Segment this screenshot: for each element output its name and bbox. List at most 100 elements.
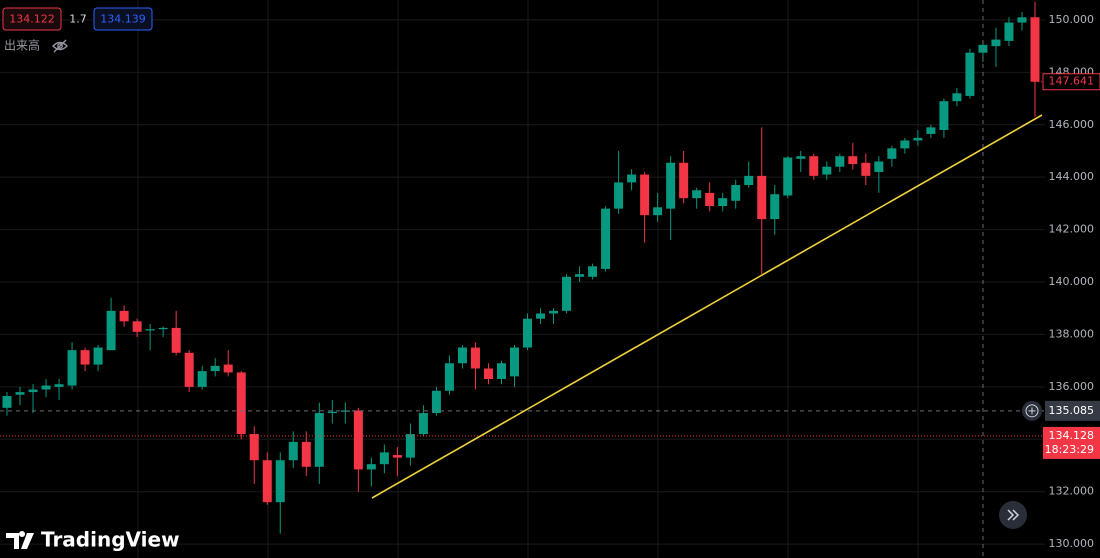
brand: TradingView	[41, 528, 180, 552]
candle-body	[588, 266, 598, 277]
candle-body	[15, 392, 25, 395]
candle-body	[848, 156, 858, 165]
candle-body	[288, 441, 298, 461]
hide-icon[interactable]	[52, 39, 68, 53]
y-tick-label: 140.000	[1049, 275, 1095, 288]
candle-body	[913, 137, 923, 141]
candle-body	[1030, 17, 1040, 82]
candle-body	[562, 276, 572, 311]
candle-body	[601, 208, 611, 269]
candle-body	[223, 364, 233, 373]
buy-box[interactable]	[93, 7, 153, 31]
sell-price: 134.122	[9, 13, 55, 26]
candle-body	[314, 413, 324, 467]
candle-body	[575, 274, 585, 277]
candle-body	[653, 207, 663, 216]
candle-body	[666, 162, 676, 209]
candle-body	[67, 350, 77, 386]
candle-body	[210, 365, 220, 372]
y-tick-label: 136.000	[1049, 380, 1095, 393]
candle-body	[887, 148, 897, 159]
candle-body	[301, 441, 311, 467]
current-price-tag	[1043, 426, 1100, 459]
candle-body	[2, 396, 12, 408]
add-alert-button[interactable]	[1022, 400, 1042, 421]
buy-price: 134.139	[100, 13, 146, 26]
candle-body	[184, 352, 194, 387]
scroll-button[interactable]	[999, 501, 1027, 529]
plot-layer: 130.000132.000134.000136.000138.000140.0…	[0, 1, 1095, 550]
candle-body	[119, 310, 129, 322]
trend-line[interactable]	[371, 114, 1043, 499]
candle-body	[705, 192, 715, 207]
candle-body	[132, 321, 142, 332]
y-tick-label: 132.000	[1049, 485, 1095, 498]
candle-body	[379, 452, 389, 465]
candle-body	[744, 175, 754, 186]
candle-body	[783, 157, 793, 196]
candle-body	[145, 329, 155, 331]
candle-body	[965, 52, 975, 96]
candle-body	[796, 156, 806, 159]
logo[interactable]: TradingView	[6, 528, 180, 552]
candle-body	[197, 371, 207, 387]
crosshair-label: 135.085	[1049, 404, 1095, 417]
candle-body	[80, 350, 90, 365]
sell-box[interactable]	[2, 7, 62, 31]
y-tick-label: 130.000	[1049, 537, 1095, 550]
candle-body	[900, 140, 910, 149]
volume-label: 出来高	[4, 38, 40, 53]
crosshair-tag	[1045, 400, 1100, 421]
candle-body	[327, 411, 337, 414]
y-tick-label: 138.000	[1049, 327, 1095, 340]
countdown: 18:23:29	[1045, 443, 1094, 456]
last-price-tag	[1042, 73, 1100, 91]
candle-body	[54, 384, 64, 387]
candle-body	[483, 368, 493, 379]
candle-body	[731, 185, 741, 201]
candle-body	[392, 454, 402, 458]
candle-body	[106, 310, 116, 351]
candle-body	[444, 363, 454, 391]
candle-body	[718, 198, 728, 207]
candle-body	[1017, 17, 1027, 23]
candle-body	[28, 389, 38, 393]
candle-body	[822, 166, 832, 175]
candle-body	[262, 460, 272, 503]
candle-body	[457, 347, 467, 364]
candle-body	[809, 156, 819, 176]
candle-body	[523, 318, 533, 348]
candle-body	[1004, 22, 1014, 41]
candle-body	[93, 347, 103, 365]
y-tick-label: 146.000	[1049, 118, 1095, 131]
candle-body	[496, 363, 506, 379]
candle-body	[366, 464, 376, 470]
candle-body	[275, 460, 285, 503]
candle-body	[549, 310, 559, 314]
candle-body	[405, 434, 415, 458]
candle-body	[249, 434, 259, 461]
candle-body	[757, 175, 767, 220]
candle-body	[171, 327, 181, 353]
candle-body	[627, 174, 637, 183]
candle-body	[640, 174, 650, 216]
candle-body	[770, 194, 780, 220]
spread: 1.7	[69, 13, 87, 26]
candle-body	[158, 327, 168, 330]
candle-body	[861, 162, 871, 176]
candle-body	[509, 347, 519, 377]
candle-body	[679, 162, 689, 199]
vertical-grid	[137, 0, 919, 558]
candle-body	[353, 410, 363, 470]
y-tick-label: 142.000	[1049, 223, 1095, 236]
candle-body	[431, 390, 441, 414]
candle-body	[418, 413, 428, 435]
candle-body	[926, 127, 936, 134]
candle-body	[952, 93, 962, 102]
last-price-label: 147.641	[1049, 75, 1095, 88]
candle-body	[614, 182, 624, 209]
